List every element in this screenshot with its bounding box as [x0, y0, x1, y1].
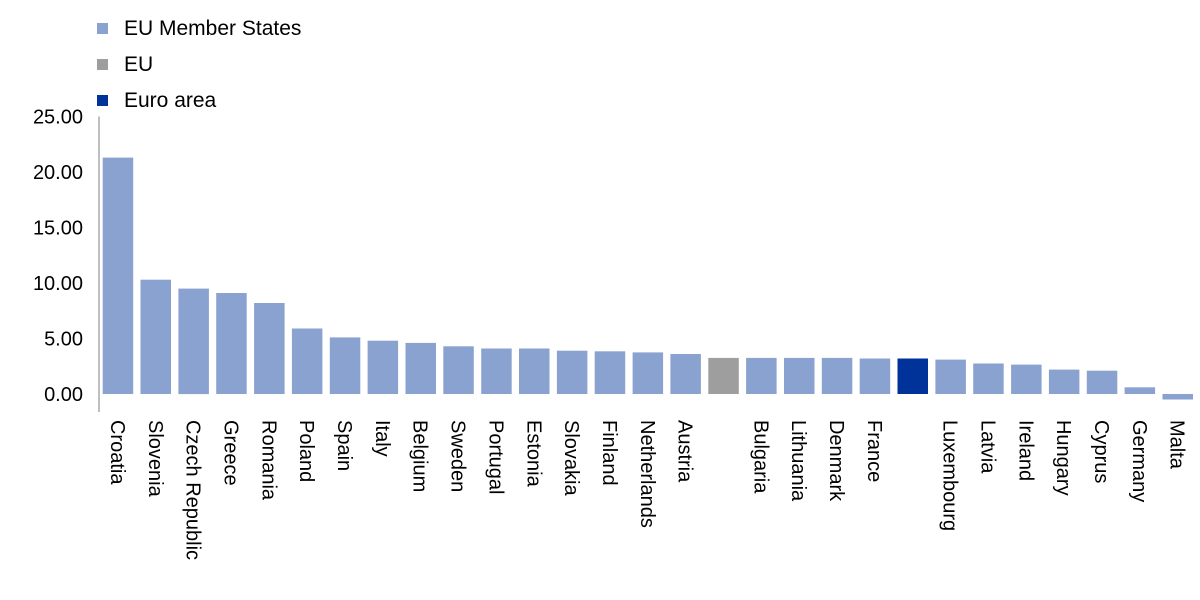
- legend-label-euro-area: Euro area: [124, 88, 217, 112]
- bar-germany: [1124, 387, 1156, 394]
- bar-slovenia: [140, 279, 171, 394]
- x-tick-label: Czech Republic: [182, 420, 204, 560]
- x-tick-label: Denmark: [825, 420, 847, 502]
- x-tick-label: Luxembourg: [939, 420, 961, 531]
- bar-croatia: [102, 157, 134, 394]
- bar-euro-area: [897, 358, 928, 394]
- bar-belgium: [405, 342, 436, 394]
- y-tick-label: 0.00: [44, 384, 83, 406]
- bar-hungary: [1048, 369, 1080, 394]
- x-tick-label: Ireland: [1014, 420, 1036, 481]
- bar-italy: [367, 340, 399, 394]
- chart-legend: EU Member States EU Euro area: [97, 10, 301, 118]
- bar-spain: [329, 337, 361, 394]
- bar-bulgaria: [746, 357, 777, 394]
- x-tick-label: Portugal: [484, 420, 506, 495]
- y-tick-label: 15.00: [33, 218, 83, 240]
- x-tick-label: Malta: [1166, 420, 1188, 470]
- bar-romania: [254, 303, 285, 394]
- x-tick-label: Bulgaria: [749, 420, 771, 494]
- bar-latvia: [973, 363, 1004, 394]
- legend-swatch-euro-area: [97, 94, 108, 106]
- y-tick-label: 25.00: [33, 107, 83, 129]
- legend-item-eu: EU: [97, 46, 301, 82]
- bar-estonia: [519, 348, 550, 394]
- x-tick-label: Greece: [220, 420, 242, 486]
- x-tick-label: Slovenia: [144, 420, 166, 498]
- y-tick-label: 5.00: [44, 329, 83, 351]
- bar-netherlands: [632, 352, 664, 394]
- x-tick-label: Poland: [295, 420, 317, 482]
- x-tick-label: Cyprus: [1090, 420, 1112, 483]
- bar-portugal: [481, 348, 512, 394]
- x-tick-label: Germany: [1128, 420, 1150, 502]
- legend-item-member-states: EU Member States: [97, 10, 301, 46]
- bar-ireland: [1011, 364, 1042, 394]
- bar-poland: [291, 328, 323, 394]
- x-tick-label: Italy: [371, 420, 393, 457]
- y-tick-label: 20.00: [33, 162, 83, 184]
- bar-luxembourg: [935, 359, 966, 394]
- bar-sweden: [443, 346, 474, 394]
- x-tick-label: Croatia: [106, 420, 128, 485]
- bar-cyprus: [1086, 370, 1118, 394]
- y-tick-label: 10.00: [33, 273, 83, 295]
- x-tick-label: France: [863, 420, 885, 482]
- x-tick-label: Austria: [674, 420, 696, 483]
- x-tick-label: Netherlands: [636, 420, 658, 528]
- bar-slovakia: [556, 350, 588, 394]
- x-tick-label: Romania: [257, 420, 279, 501]
- bar-czech-republic: [178, 288, 209, 395]
- x-tick-label: Slovakia: [560, 420, 582, 496]
- x-tick-label: Spain: [333, 420, 355, 471]
- x-tick-label: Finland: [598, 420, 620, 486]
- bar-france: [859, 358, 891, 394]
- bar-austria: [670, 354, 701, 394]
- x-tick-label: Estonia: [522, 420, 544, 488]
- bar-finland: [594, 351, 626, 394]
- legend-label-member-states: EU Member States: [124, 16, 302, 40]
- x-tick-label: Hungary: [1052, 420, 1074, 496]
- bar-lithuania: [784, 357, 815, 394]
- legend-swatch-eu: [97, 58, 108, 70]
- x-tick-label: Sweden: [447, 420, 469, 492]
- bar-denmark: [821, 357, 853, 394]
- legend-swatch-member-states: [97, 22, 108, 34]
- x-tick-label: Belgium: [409, 420, 431, 492]
- legend-label-eu: EU: [124, 52, 154, 76]
- x-tick-label: Lithuania: [787, 420, 809, 502]
- bar-eu: [708, 357, 739, 394]
- legend-item-euro-area: Euro area: [97, 82, 301, 118]
- bar-greece: [216, 293, 247, 394]
- bar-malta: [1162, 394, 1193, 400]
- x-tick-label: Latvia: [977, 420, 999, 474]
